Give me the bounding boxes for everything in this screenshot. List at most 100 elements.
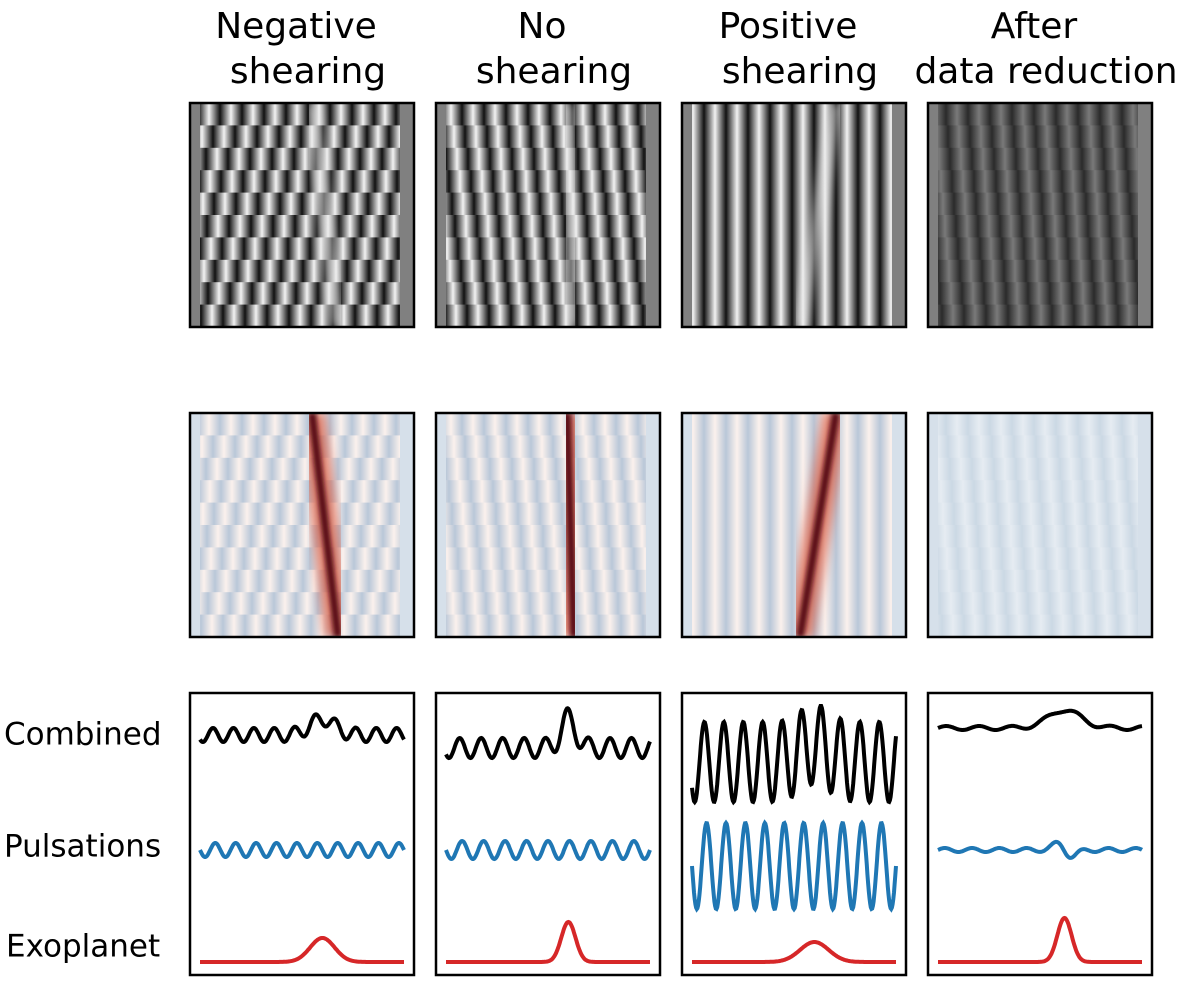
stripes bbox=[692, 413, 892, 436]
stripes bbox=[200, 525, 400, 548]
stripes bbox=[446, 237, 646, 261]
column-title: Negative bbox=[215, 6, 377, 47]
stripes bbox=[200, 147, 400, 171]
stripe-band bbox=[692, 147, 892, 171]
signal-streak bbox=[563, 413, 578, 637]
stripe-band bbox=[446, 282, 646, 306]
stripes bbox=[692, 259, 892, 283]
stripe-band bbox=[200, 614, 400, 637]
stripe-band bbox=[446, 215, 646, 238]
signal-streak bbox=[560, 103, 581, 327]
panel-frame bbox=[188, 101, 416, 329]
combined-curve bbox=[444, 706, 652, 761]
stripe-band bbox=[446, 457, 646, 481]
panel-frame bbox=[680, 101, 908, 329]
stripes bbox=[200, 614, 400, 637]
stripe-band bbox=[938, 103, 1138, 126]
stripes bbox=[446, 103, 646, 126]
stripe-band bbox=[200, 215, 400, 238]
stripes bbox=[446, 125, 646, 149]
stripe-band bbox=[938, 259, 1138, 283]
stripes bbox=[938, 413, 1138, 436]
image-panel bbox=[682, 103, 906, 327]
stripes bbox=[938, 480, 1138, 504]
stripes bbox=[938, 192, 1138, 216]
signal-streak bbox=[305, 103, 345, 327]
stripes bbox=[938, 259, 1138, 283]
column-title: No bbox=[518, 6, 567, 47]
stripe-band bbox=[692, 237, 892, 261]
stripes bbox=[692, 457, 892, 481]
stripes bbox=[446, 435, 646, 459]
stripes bbox=[938, 547, 1138, 571]
stripe-band bbox=[938, 237, 1138, 261]
stripe-band bbox=[200, 435, 400, 459]
stripes bbox=[692, 215, 892, 238]
row-label: Pulsations bbox=[4, 829, 161, 865]
stripes bbox=[446, 614, 646, 637]
stripes bbox=[692, 435, 892, 459]
stripes bbox=[446, 282, 646, 306]
stripe-band bbox=[692, 525, 892, 548]
stripes bbox=[200, 103, 400, 126]
stripe-band bbox=[938, 192, 1138, 216]
stripe-band bbox=[446, 147, 646, 171]
stripes bbox=[938, 614, 1138, 637]
image-panel bbox=[928, 413, 1152, 637]
column-title: Positive bbox=[719, 6, 858, 47]
pulsation-curve bbox=[937, 839, 1143, 860]
stripe-band bbox=[692, 413, 892, 436]
stripes bbox=[446, 413, 646, 436]
stripes bbox=[938, 282, 1138, 306]
panel-frame bbox=[188, 691, 416, 977]
stripe-band bbox=[446, 592, 646, 616]
exoplanet-curve bbox=[692, 940, 896, 964]
stripe-band bbox=[446, 103, 646, 126]
stripes bbox=[692, 502, 892, 526]
stripe-band bbox=[938, 125, 1138, 149]
stripe-band bbox=[200, 147, 400, 171]
stripes bbox=[938, 435, 1138, 459]
stripes bbox=[200, 480, 400, 504]
stripe-band bbox=[200, 413, 400, 436]
stripes bbox=[446, 147, 646, 171]
stripe-band bbox=[446, 125, 646, 149]
stripes bbox=[200, 192, 400, 216]
stripes bbox=[938, 147, 1138, 171]
panel-frame bbox=[434, 101, 662, 329]
stripe-band bbox=[200, 259, 400, 283]
stripe-band bbox=[446, 170, 646, 194]
stripe-band bbox=[938, 614, 1138, 637]
panel-frame bbox=[926, 691, 1154, 977]
stripes bbox=[200, 502, 400, 526]
image-panel bbox=[436, 103, 660, 327]
stripes bbox=[938, 502, 1138, 526]
stripes bbox=[446, 215, 646, 238]
column-title: After bbox=[991, 6, 1078, 47]
stripe-band bbox=[200, 547, 400, 571]
stripes bbox=[200, 304, 400, 327]
stripe-band bbox=[200, 170, 400, 194]
stripe-band bbox=[200, 192, 400, 216]
stripe-band bbox=[692, 103, 892, 126]
stripes bbox=[938, 170, 1138, 194]
pulsation-curve bbox=[198, 841, 406, 859]
stripe-band bbox=[938, 413, 1138, 436]
stripe-band bbox=[938, 502, 1138, 526]
stripes bbox=[200, 125, 400, 149]
stripe-band bbox=[200, 525, 400, 548]
signal-streak bbox=[796, 413, 840, 637]
stripe-band bbox=[200, 103, 400, 126]
stripes bbox=[938, 304, 1138, 327]
stripes bbox=[692, 103, 892, 126]
stripes bbox=[446, 170, 646, 194]
row-label: Combined bbox=[4, 717, 162, 753]
stripe-band bbox=[200, 569, 400, 593]
stripes bbox=[938, 525, 1138, 548]
exoplanet-curve bbox=[446, 919, 650, 964]
stripes bbox=[692, 592, 892, 616]
stripe-band bbox=[446, 614, 646, 637]
panel-frame bbox=[680, 411, 908, 639]
stripes bbox=[692, 237, 892, 261]
stripe-band bbox=[938, 480, 1138, 504]
